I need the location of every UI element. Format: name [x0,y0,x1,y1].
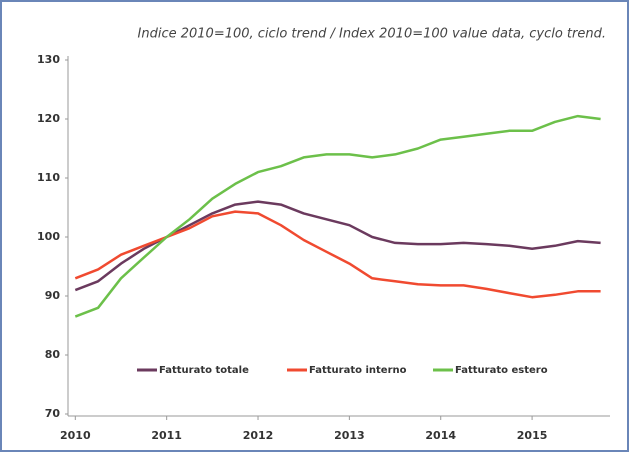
series-line [74,210,601,299]
y-tick-label: 80 [45,348,61,361]
x-tick-label: 2010 [60,429,91,442]
x-tick-label: 2011 [151,429,182,442]
x-tick-label: 2015 [517,429,548,442]
y-tick-label: 70 [45,407,61,420]
y-tick-label: 120 [37,112,60,125]
y-tick-label: 110 [37,171,60,184]
y-tick-label: 130 [37,53,60,66]
y-tick-label: 90 [45,289,61,302]
legend-label: Fatturato interno [309,365,407,376]
x-tick-label: 2014 [425,429,456,442]
legend-label: Fatturato estero [455,365,548,376]
x-tick-label: 2012 [243,429,274,442]
y-tick-label: 100 [37,230,60,243]
legend-label: Fatturato totale [159,365,249,376]
chart-title: Indice 2010=100, ciclo trend / Index 201… [138,27,606,42]
x-tick-label: 2013 [334,429,365,442]
series-line [74,114,601,318]
